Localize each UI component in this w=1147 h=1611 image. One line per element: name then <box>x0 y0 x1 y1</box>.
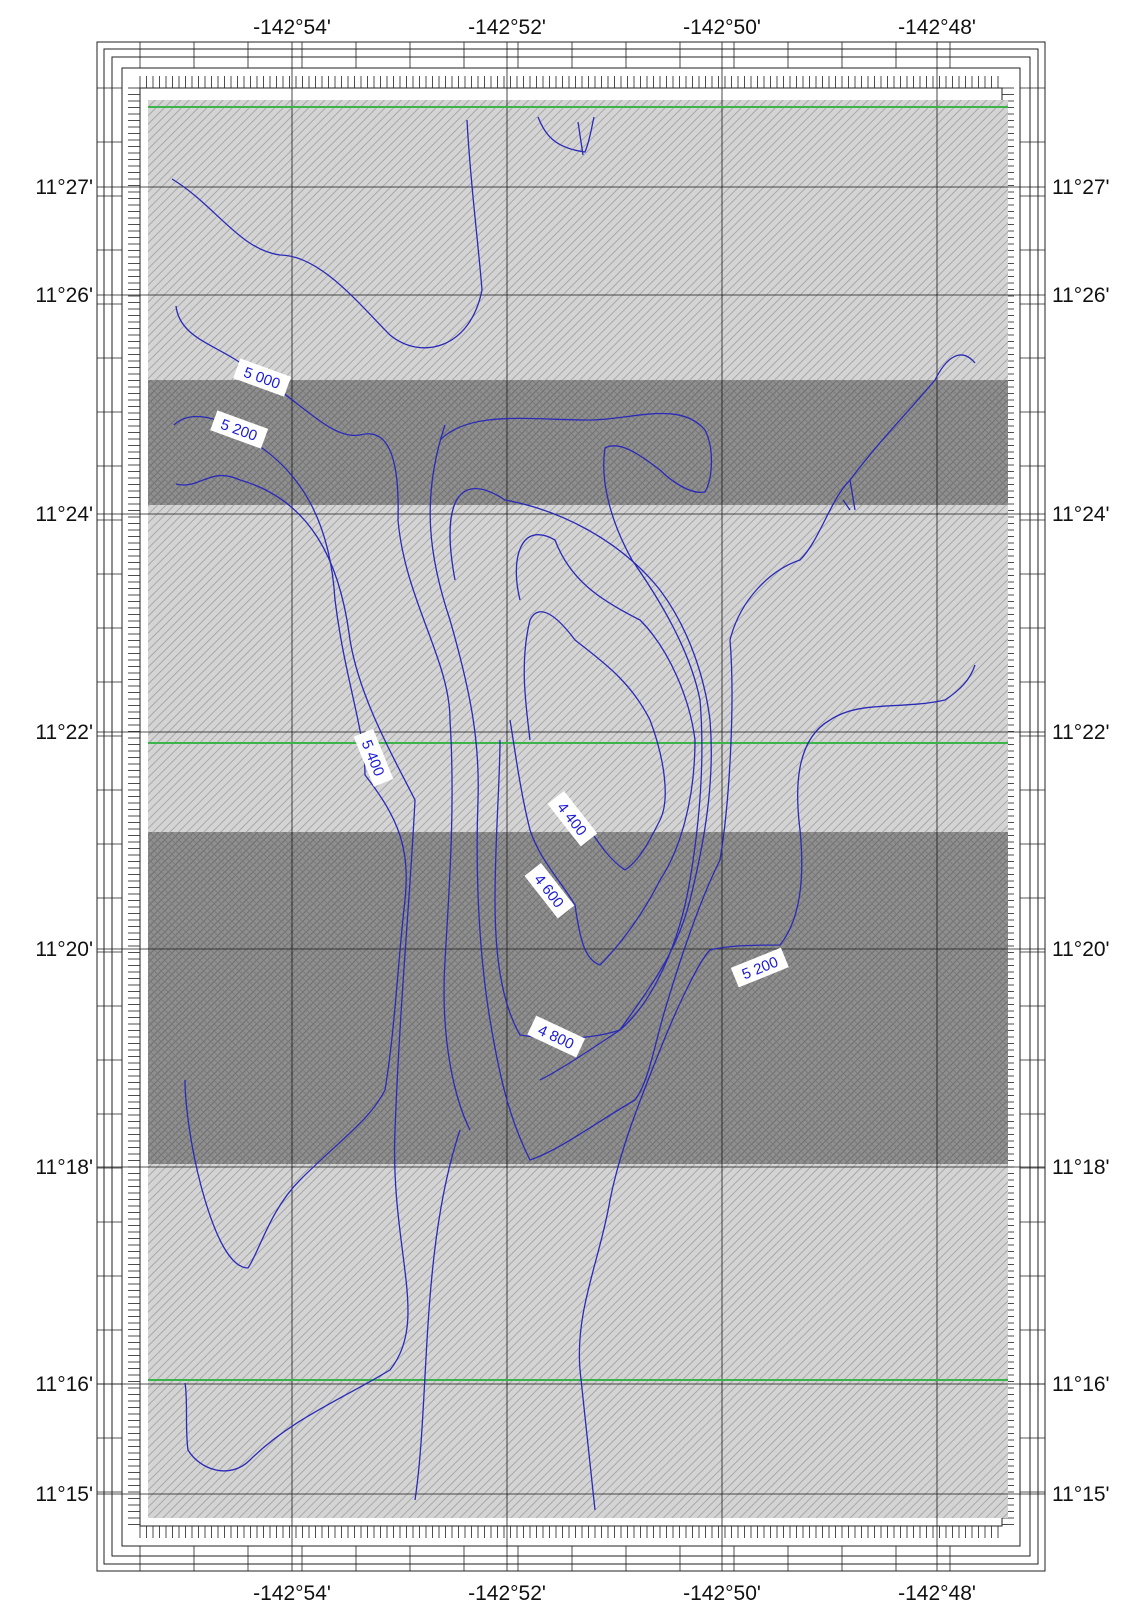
latitude-label: 11°20' <box>35 938 93 961</box>
latitude-label: 11°18' <box>1052 1156 1110 1179</box>
latitude-label: 11°27' <box>35 176 93 199</box>
latitude-label: 11°26' <box>1052 284 1110 307</box>
longitude-label: -142°54' <box>253 1582 331 1605</box>
latitude-label: 11°16' <box>35 1373 93 1396</box>
longitude-label: -142°48' <box>898 16 976 39</box>
top-longitude-labels: -142°54' -142°52' -142°50' -142°48' <box>253 16 976 39</box>
contour-line <box>537 116 595 156</box>
latitude-label: 11°16' <box>1052 1373 1110 1396</box>
bottom-longitude-labels: -142°54' -142°52' -142°50' -142°48' <box>253 1582 976 1605</box>
latitude-label: 11°24' <box>1052 503 1110 526</box>
ship-track-lines <box>148 106 1008 1381</box>
latitude-label: 11°22' <box>1052 721 1110 744</box>
longitude-label: -142°48' <box>898 1582 976 1605</box>
contour-line <box>523 611 666 871</box>
latitude-label: 11°26' <box>35 284 93 307</box>
map-frame <box>96 41 1046 1572</box>
latitude-label: 11°24' <box>35 503 93 526</box>
graticule-grid <box>97 42 1045 1571</box>
contour-line <box>175 474 416 1472</box>
dark-band-north <box>148 380 1008 505</box>
contour-line <box>173 415 407 1269</box>
longitude-label: -142°52' <box>468 16 546 39</box>
contour-label-5000: 5 000 <box>233 358 292 397</box>
contour-line <box>171 119 483 349</box>
longitude-label: -142°54' <box>253 16 331 39</box>
longitude-label: -142°52' <box>468 1582 546 1605</box>
contour-line <box>842 479 856 511</box>
contour-line <box>449 488 712 1039</box>
longitude-label: -142°50' <box>683 16 761 39</box>
latitude-label: 11°15' <box>35 1483 93 1506</box>
latitude-label: 11°18' <box>35 1156 93 1179</box>
left-latitude-labels: 11°27' 11°26' 11°24' 11°22' 11°20' 11°18… <box>35 176 93 1506</box>
contour-line <box>429 354 976 1161</box>
latitude-label: 11°15' <box>1052 1483 1110 1506</box>
latitude-label: 11°22' <box>35 721 93 744</box>
contour-line <box>509 534 696 966</box>
dark-band-south <box>148 832 1008 1164</box>
right-latitude-labels: 11°27' 11°26' 11°24' 11°22' 11°20' 11°18… <box>1052 176 1110 1506</box>
longitude-label: -142°50' <box>683 1582 761 1605</box>
contour-line <box>578 664 976 1511</box>
contour-line <box>439 412 713 1081</box>
latitude-label: 11°20' <box>1052 938 1110 961</box>
latitude-label: 11°27' <box>1052 176 1110 199</box>
